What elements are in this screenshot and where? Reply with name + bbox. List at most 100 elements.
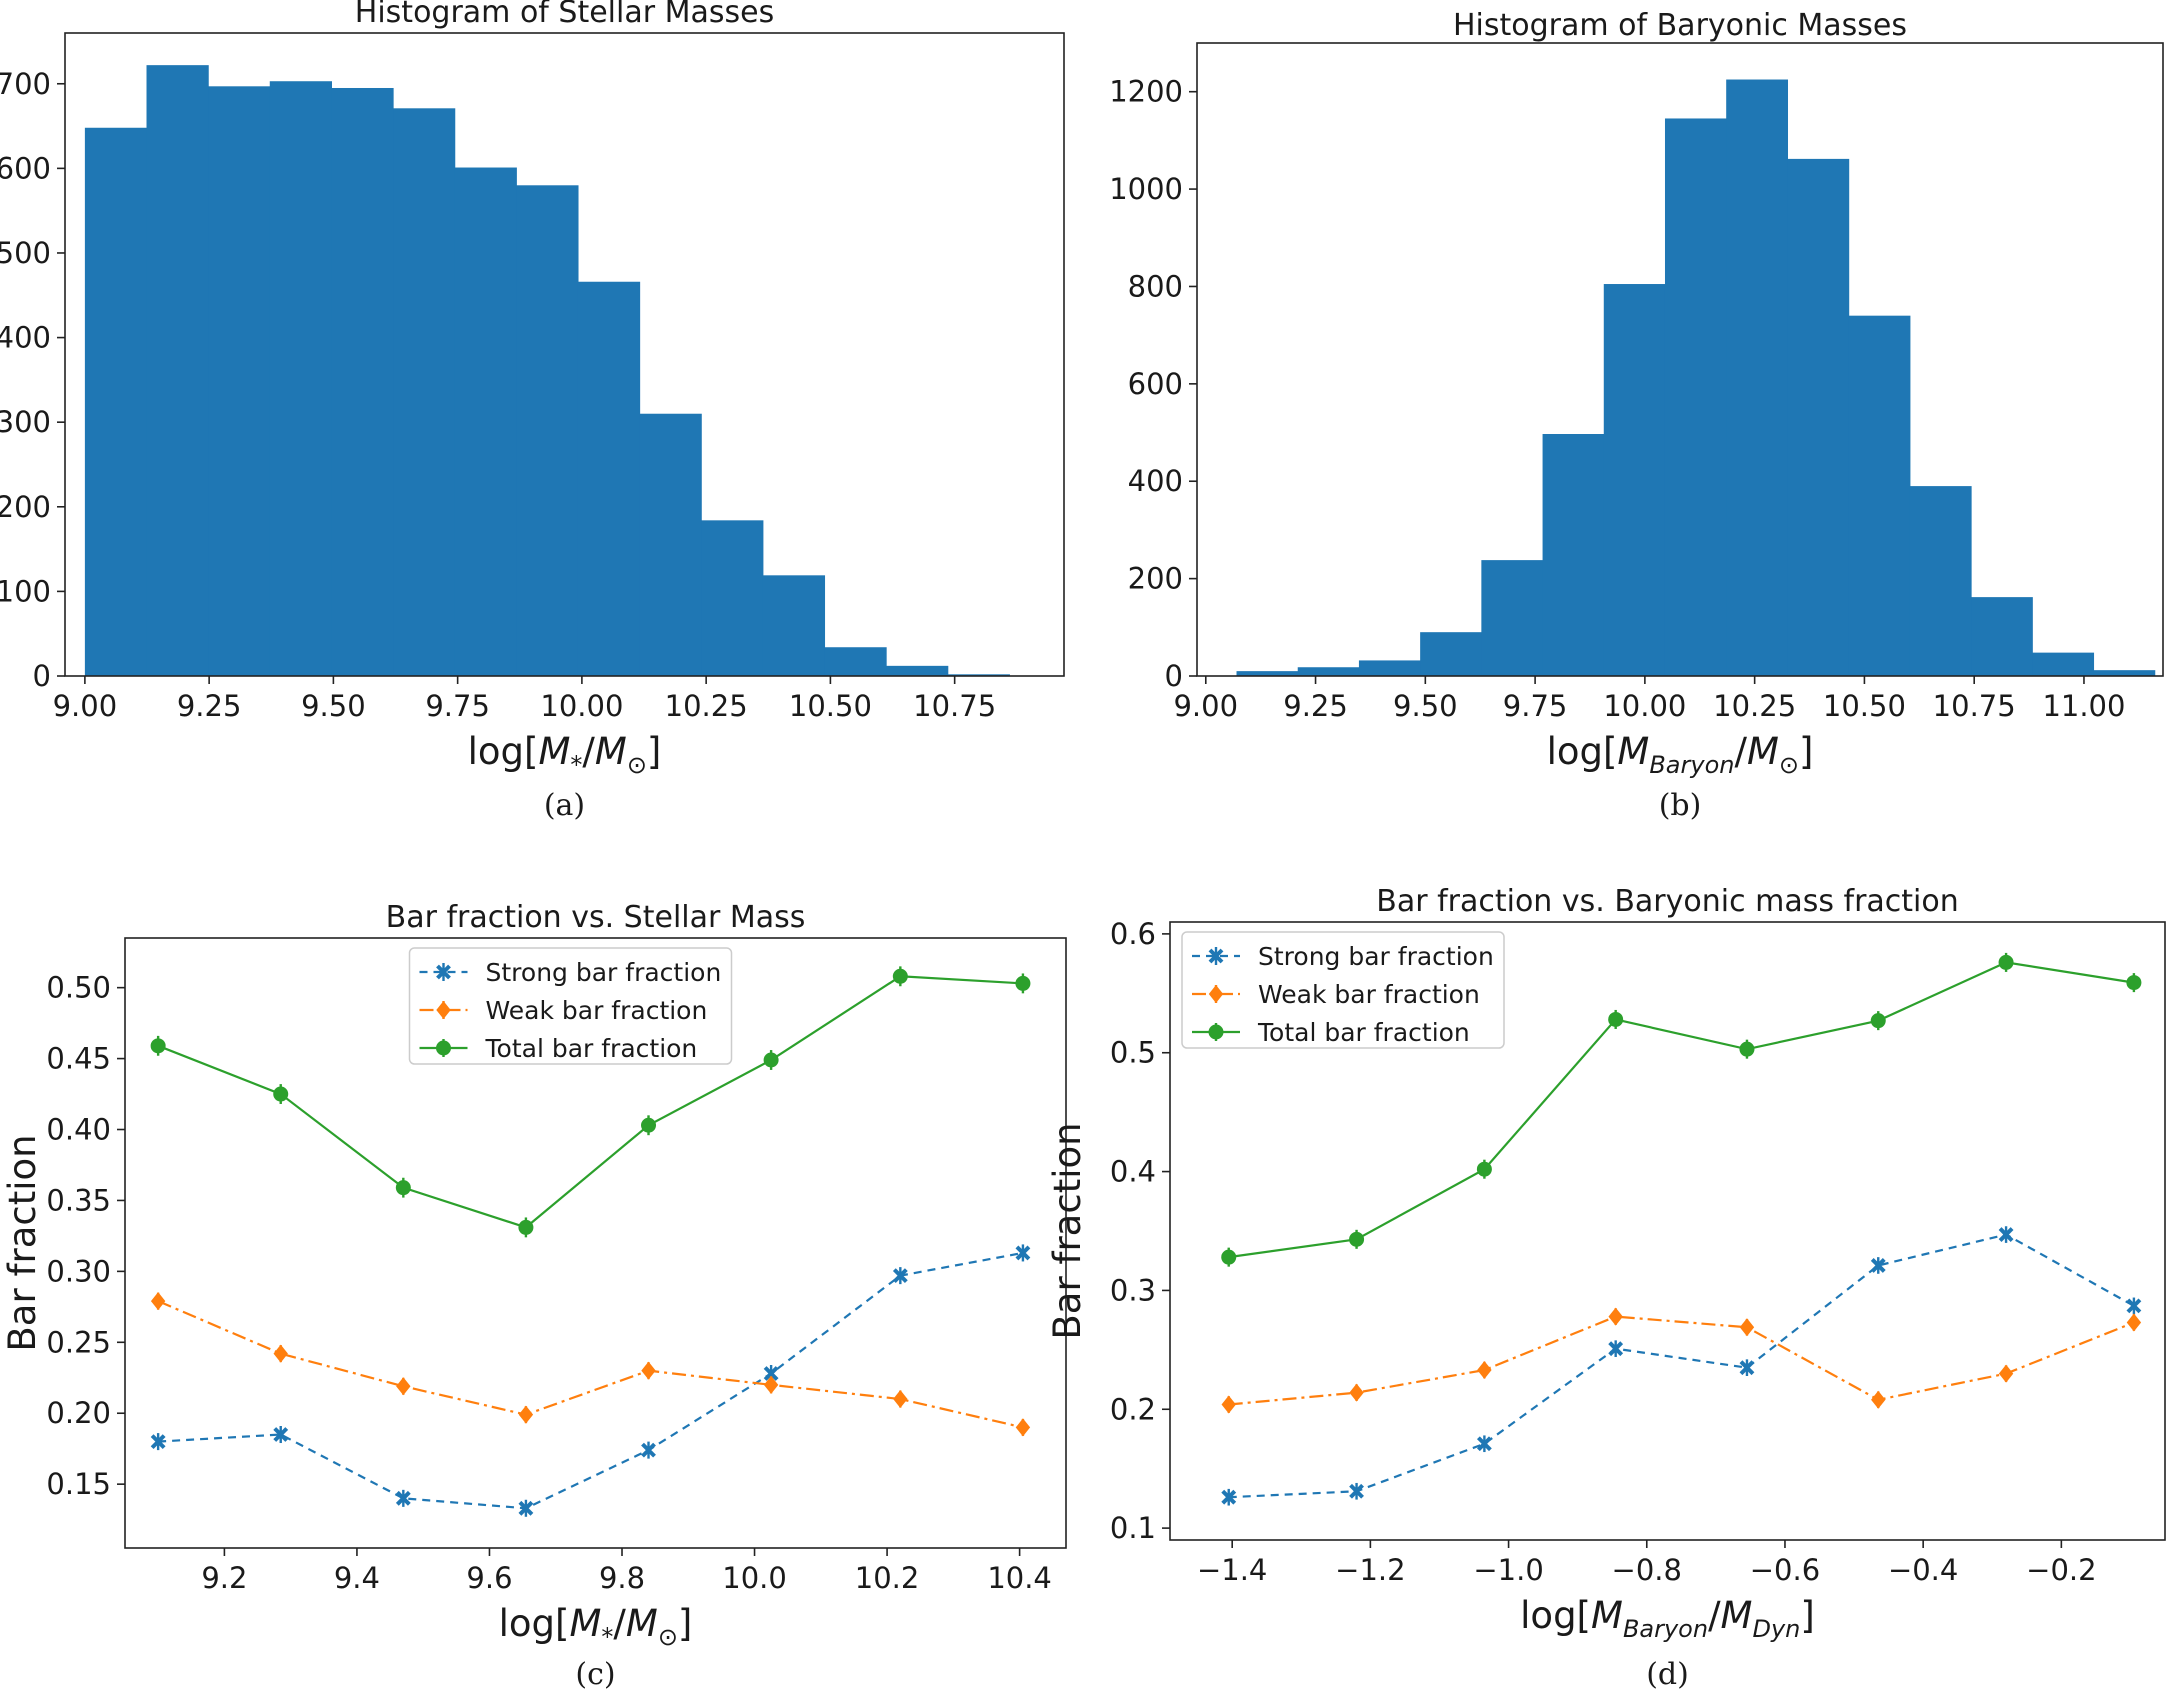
- y-tick-label: 400: [1128, 464, 1183, 498]
- data-point: [1015, 1418, 1031, 1437]
- data-point: [1015, 975, 1031, 991]
- x-tick-label: 9.00: [1173, 689, 1238, 723]
- series-line: [1228, 1315, 2135, 1406]
- legend-box: [408, 947, 733, 1065]
- data-point: [1349, 1483, 1364, 1499]
- data-point: [1608, 1341, 1624, 1357]
- y-tick-label: 700: [0, 67, 51, 101]
- x-axis-label: log[MBaryon/MDyn]: [1520, 1594, 1815, 1643]
- x-tick-label: 10.25: [665, 689, 748, 723]
- y-tick-label: 1200: [1109, 75, 1183, 109]
- legend-label: Total bar fraction: [1257, 1018, 1470, 1047]
- histogram-bar: [1603, 284, 1666, 676]
- panel-title: Bar fraction vs. Stellar Mass: [386, 900, 806, 935]
- data-point: [150, 1434, 166, 1450]
- y-tick-label: 400: [0, 321, 51, 355]
- x-tick-label: 9.75: [1503, 689, 1568, 723]
- legend-item: Weak bar fraction: [419, 996, 707, 1025]
- y-tick-label: 300: [0, 405, 51, 439]
- y-axis-label: Bar fraction: [1, 1134, 44, 1351]
- y-tick-label: 0.25: [46, 1325, 111, 1359]
- x-tick-label: 10.50: [1823, 689, 1906, 723]
- series-line: [1228, 1233, 2135, 1499]
- histogram-bar: [886, 665, 949, 676]
- x-tick-label: 9.2: [201, 1561, 247, 1595]
- panel-title: Histogram of Stellar Masses: [355, 0, 774, 30]
- data-point: [1739, 1318, 1755, 1337]
- ticks: −1.4 −1.2 −1.0 −0.8 −0.6 −0.4 −0.2 0.1 0.2 0.3 0.4…: [1110, 917, 2097, 1587]
- series-total-bar-fraction: [150, 966, 1031, 1238]
- histogram-bar: [1909, 486, 1972, 676]
- y-tick-label: 600: [0, 151, 51, 185]
- histogram-bar: [1848, 315, 1911, 676]
- data-point: [763, 1052, 779, 1068]
- data-point: [892, 1268, 908, 1284]
- panel-caption: (c): [575, 1657, 615, 1692]
- panel-d-bar-fraction-vs-baryonic-fraction: Strong bar fraction Weak bar fraction Tota…: [1046, 884, 2166, 1692]
- x-tick-label: 9.50: [1393, 689, 1458, 723]
- x-tick-label: −0.2: [2026, 1553, 2096, 1587]
- x-tick-label: 9.25: [177, 689, 242, 723]
- histogram-bar: [208, 86, 271, 676]
- legend-label: Strong bar fraction: [486, 958, 722, 987]
- legend-marker: [1208, 985, 1224, 1003]
- x-tick-label: 9.6: [466, 1561, 512, 1595]
- legend-item: Strong bar fraction: [1192, 942, 1494, 971]
- histogram-bar: [84, 127, 148, 677]
- histogram-bar: [146, 65, 209, 676]
- data-point: [1221, 1395, 1236, 1414]
- histogram-bar: [824, 647, 887, 676]
- series-weak-bar-fraction: [1221, 1307, 2142, 1414]
- x-axis-label: log[M*/M⊙]: [468, 730, 662, 779]
- legend-item: Total bar fraction: [419, 1034, 698, 1063]
- y-tick-label: 0: [1165, 659, 1183, 693]
- legend-box: [1181, 931, 1505, 1049]
- x-tick-label: 10.2: [855, 1561, 920, 1595]
- x-tick-label: 10.75: [913, 689, 996, 723]
- legend-item: Weak bar fraction: [1192, 980, 1480, 1009]
- data-point: [518, 1500, 534, 1516]
- y-tick-label: 0.20: [46, 1396, 111, 1430]
- legend-item: Strong bar fraction: [419, 958, 722, 987]
- x-tick-label: 10.75: [1933, 689, 2016, 723]
- data-point: [2126, 1298, 2142, 1314]
- histogram-bar: [393, 108, 456, 676]
- ticks: 9.00 9.25 9.50 9.75 10.00 10.25 10.50 10.75 0 100…: [0, 67, 996, 723]
- x-tick-label: 10.25: [1713, 689, 1796, 723]
- panel-caption: (d): [1646, 1657, 1689, 1692]
- data-point: [273, 1427, 289, 1442]
- data-point: [273, 1086, 289, 1102]
- legend-label: Total bar fraction: [485, 1034, 698, 1063]
- data-point: [518, 1219, 534, 1235]
- data-point: [893, 1390, 908, 1409]
- x-tick-label: 9.75: [425, 689, 490, 723]
- x-tick-label: −0.4: [1888, 1553, 1958, 1587]
- data-point: [641, 1361, 656, 1380]
- data-point: [1870, 1258, 1886, 1273]
- histogram-bar: [639, 413, 702, 676]
- data-point: [1349, 1383, 1364, 1402]
- histogram-bar: [947, 674, 1010, 676]
- y-tick-label: 0.4: [1110, 1155, 1156, 1189]
- series-total-bar-fraction: [1221, 952, 2142, 1267]
- panel-a-stellar-mass-histogram: 9.00 9.25 9.50 9.75 10.00 10.25 10.50 10.75 0 100…: [0, 0, 1065, 823]
- legend-item: Total bar fraction: [1192, 1018, 1470, 1047]
- y-tick-label: 0.6: [1110, 917, 1156, 951]
- histogram-bar: [2032, 652, 2095, 676]
- y-tick-label: 200: [0, 490, 51, 524]
- y-tick-label: 1000: [1109, 172, 1183, 206]
- y-tick-label: 100: [0, 574, 51, 608]
- data-point: [150, 1038, 166, 1054]
- data-point: [1739, 1041, 1755, 1057]
- histogram-bar: [1297, 667, 1360, 676]
- series-line: [157, 975, 1023, 1229]
- data-point: [2126, 975, 2142, 991]
- histogram-bar: [1664, 118, 1727, 676]
- x-tick-label: −0.6: [1750, 1553, 1820, 1587]
- y-tick-label: 800: [1128, 269, 1183, 303]
- data-point: [1221, 1489, 1237, 1505]
- panel-title: Histogram of Baryonic Masses: [1453, 8, 1907, 43]
- data-point: [1221, 1249, 1237, 1265]
- y-tick-label: 0.50: [46, 971, 111, 1005]
